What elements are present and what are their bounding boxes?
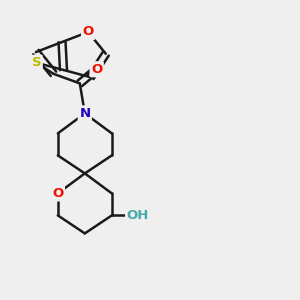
Text: O: O bbox=[91, 63, 102, 76]
Text: O: O bbox=[82, 26, 94, 38]
Text: S: S bbox=[32, 56, 41, 69]
Text: N: N bbox=[79, 107, 90, 120]
Text: OH: OH bbox=[127, 209, 149, 222]
Text: O: O bbox=[52, 187, 63, 200]
